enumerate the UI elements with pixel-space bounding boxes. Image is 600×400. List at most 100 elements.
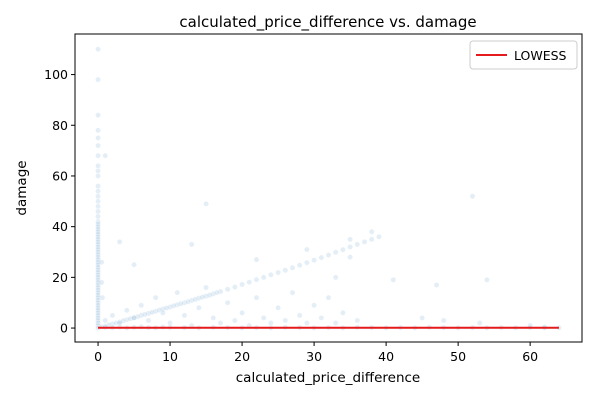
scatter-point — [282, 317, 289, 324]
scatter-point — [123, 307, 130, 314]
scatter-point — [95, 142, 101, 149]
scatter-point — [332, 274, 339, 281]
scatter-point — [267, 271, 274, 278]
scatter-point — [210, 315, 217, 321]
scatter-point — [98, 259, 105, 266]
scatter-point — [347, 236, 354, 243]
scatter-point — [275, 269, 281, 276]
scatter-point — [253, 256, 260, 263]
scatter-point — [159, 309, 166, 316]
scatter-point — [141, 311, 148, 318]
scatter-point — [325, 294, 332, 301]
scatter-point — [339, 246, 346, 253]
scatter-point — [174, 289, 181, 296]
scatter-point — [253, 294, 260, 301]
scatter-point — [116, 320, 123, 326]
scatter-point — [231, 284, 238, 290]
scatter-point — [289, 289, 296, 296]
scatter-point — [347, 244, 354, 250]
scatter-point — [149, 309, 155, 316]
scatter-point — [145, 317, 152, 324]
scatter-point — [318, 254, 325, 261]
scatter-point — [95, 208, 101, 215]
scatter-point — [368, 228, 375, 235]
scatter-point — [95, 46, 101, 53]
scatter-point — [99, 294, 106, 301]
scatter-point — [138, 302, 145, 309]
scatter-point — [260, 274, 267, 281]
scatter-point — [181, 312, 188, 319]
scatter-point — [303, 246, 310, 253]
x-axis-title: calculated_price_difference — [236, 370, 421, 386]
scatter-point — [195, 304, 202, 311]
scatter-point — [332, 249, 339, 256]
scatter-point — [170, 302, 177, 309]
scatter-point — [95, 193, 101, 200]
scatter-point — [95, 127, 101, 134]
scatter-point — [476, 320, 483, 326]
x-tick-label: 40 — [378, 349, 394, 364]
x-tick-label: 10 — [162, 349, 178, 364]
scatter-point — [95, 152, 101, 159]
scatter-point — [311, 257, 317, 264]
scatter-point — [177, 300, 184, 307]
scatter-point — [419, 315, 426, 321]
scatter-point — [325, 252, 332, 258]
scatter-point — [224, 299, 231, 306]
scatter-point — [275, 304, 281, 311]
scatter-point — [354, 317, 361, 324]
x-tick-label: 60 — [522, 349, 538, 364]
scatter-point — [253, 276, 260, 283]
points-layer — [95, 46, 562, 331]
scatter-point — [185, 298, 191, 305]
scatter-point — [368, 236, 375, 243]
legend: LOWESS — [469, 40, 578, 70]
plot-frame — [74, 33, 583, 343]
scatter-point — [376, 233, 382, 240]
scatter-point — [95, 213, 101, 220]
y-tick-label: 100 — [44, 67, 68, 82]
y-tick-label: 60 — [52, 168, 68, 183]
scatter-point — [95, 167, 101, 174]
scatter-point — [116, 238, 123, 245]
scatter-point — [206, 292, 213, 298]
scatter-point — [440, 317, 447, 324]
y-tick-label: 20 — [52, 270, 68, 285]
chart-title: calculated_price_difference vs. damage — [179, 13, 476, 32]
scatter-point — [95, 188, 101, 195]
scatter-point — [347, 254, 354, 260]
scatter-point — [260, 315, 267, 321]
scatter-point — [311, 302, 317, 309]
x-tick-label: 30 — [306, 349, 322, 364]
scatter-point — [95, 198, 101, 205]
scatter-point — [213, 289, 220, 296]
scatter-point — [192, 296, 199, 303]
scatter-point — [203, 284, 209, 291]
scatter-point — [102, 317, 109, 324]
scatter-point — [354, 241, 361, 248]
scatter-point — [102, 152, 109, 159]
y-tick-label: 0 — [60, 321, 68, 336]
scatter-point — [318, 315, 325, 321]
scatter-point — [390, 276, 397, 283]
scatter-point — [332, 320, 339, 326]
scatter-point — [95, 203, 101, 210]
y-axis-title: damage — [14, 160, 30, 215]
scatter-point — [95, 173, 101, 179]
scatter-point — [296, 312, 303, 319]
legend-box — [469, 40, 578, 70]
scatter-point — [98, 279, 105, 286]
scatter-point — [303, 259, 310, 266]
scatter-point — [203, 200, 209, 207]
scatter-point — [224, 286, 231, 293]
scatter-point — [131, 261, 137, 268]
y-axis-ticks: 0 20 40 60 80 100 — [44, 67, 75, 336]
scatter-point — [167, 320, 173, 326]
scatter-point — [131, 315, 137, 321]
scatter-point — [282, 267, 289, 274]
scatter-point — [361, 238, 368, 245]
scatter-point — [303, 320, 310, 326]
scatter-point — [109, 312, 116, 319]
scatter-point — [163, 305, 170, 311]
